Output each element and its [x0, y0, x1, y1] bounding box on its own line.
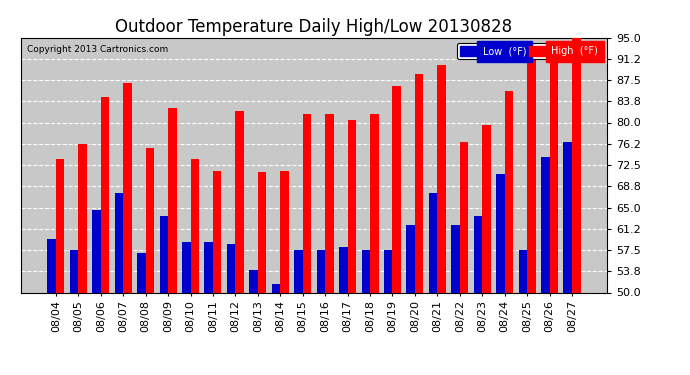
Bar	[48, 238, 56, 292]
Bar	[101, 97, 109, 292]
Bar	[115, 194, 124, 292]
Bar	[280, 171, 289, 292]
Bar	[429, 194, 437, 292]
Bar	[460, 142, 469, 292]
Bar	[168, 108, 177, 292]
Bar	[504, 92, 513, 292]
Bar	[227, 244, 235, 292]
Bar	[190, 159, 199, 292]
Bar	[317, 250, 325, 292]
Bar	[294, 250, 303, 292]
Bar	[249, 270, 258, 292]
Bar	[406, 225, 415, 292]
Bar	[204, 242, 213, 292]
Bar	[451, 225, 460, 292]
Bar	[496, 174, 504, 292]
Bar	[159, 216, 168, 292]
Bar	[348, 120, 356, 292]
Bar	[303, 114, 311, 292]
Title: Outdoor Temperature Daily High/Low 20130828: Outdoor Temperature Daily High/Low 20130…	[115, 18, 513, 36]
Bar	[564, 142, 572, 292]
Bar	[137, 253, 146, 292]
Bar	[527, 54, 535, 292]
Bar	[549, 60, 558, 292]
Bar	[437, 65, 446, 292]
Bar	[519, 250, 527, 292]
Bar	[393, 86, 401, 292]
Legend: Low  (°F), High  (°F): Low (°F), High (°F)	[457, 43, 601, 59]
Bar	[572, 38, 580, 292]
Bar	[92, 210, 101, 292]
Bar	[79, 144, 87, 292]
Bar	[182, 242, 190, 292]
Bar	[272, 284, 280, 292]
Bar	[362, 250, 370, 292]
Bar	[339, 247, 348, 292]
Bar	[213, 171, 221, 292]
Bar	[258, 172, 266, 292]
Bar	[56, 159, 64, 292]
Bar	[474, 216, 482, 292]
Bar	[235, 111, 244, 292]
Bar	[70, 250, 79, 292]
Bar	[541, 156, 549, 292]
Bar	[384, 250, 393, 292]
Bar	[124, 83, 132, 292]
Text: Copyright 2013 Cartronics.com: Copyright 2013 Cartronics.com	[26, 45, 168, 54]
Bar	[415, 74, 424, 292]
Bar	[146, 148, 154, 292]
Bar	[482, 125, 491, 292]
Bar	[370, 114, 379, 292]
Bar	[325, 114, 334, 292]
